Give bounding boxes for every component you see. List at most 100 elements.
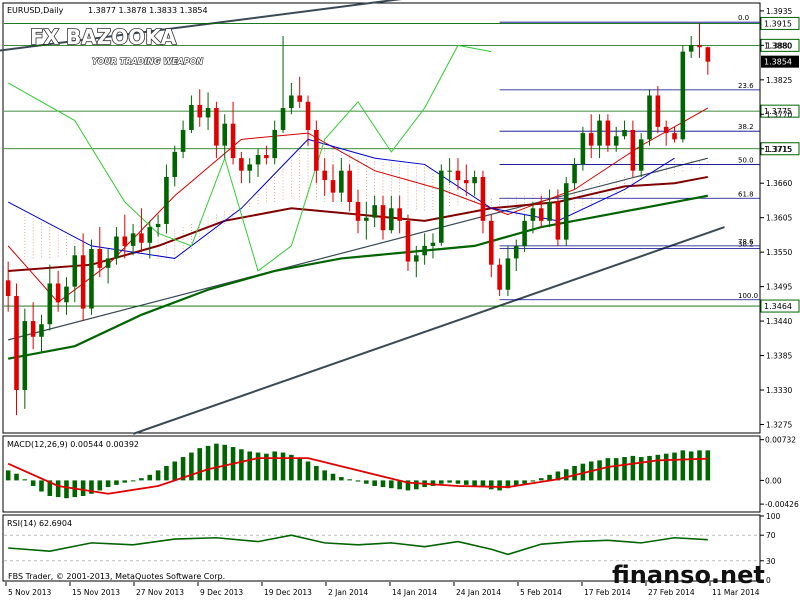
candle-body: [339, 170, 344, 193]
candle: [97, 227, 103, 278]
candle: [430, 233, 436, 259]
macd-histogram-bar: [405, 480, 411, 491]
price-tick-label: 1.3660: [766, 179, 792, 188]
candle-body: [214, 108, 219, 146]
macd-histogram-bar: [380, 480, 386, 488]
candle: [405, 214, 411, 271]
x-tick-label: 17 Feb 2014: [584, 588, 631, 597]
level-tag-label: 1.3775: [764, 107, 792, 116]
macd-histogram-bar: [180, 457, 186, 481]
logo-tagline: YOUR TRADING WEAPON: [92, 57, 203, 66]
level-tag-label: 1.3715: [764, 145, 792, 154]
macd-histogram-bar: [414, 480, 419, 490]
candle-body: [455, 170, 461, 181]
candle: [605, 114, 611, 152]
macd-histogram-bar: [197, 448, 203, 481]
ma-slow-line: [7, 194, 709, 360]
candle-body: [355, 202, 361, 221]
candle: [422, 233, 427, 265]
candle-body: [680, 51, 686, 140]
price-tick-label: 1.3825: [766, 76, 792, 85]
macd-histogram-bar: [638, 457, 644, 481]
candle-body: [397, 208, 402, 221]
x-tick-label: 2 Jan 2014: [328, 588, 368, 597]
candle-body: [289, 95, 294, 109]
macd-histogram-bar: [622, 457, 627, 481]
macd-histogram-bar: [522, 480, 527, 484]
tenkan-line: [7, 138, 675, 259]
ohlc-label: 1.3877 1.3878 1.3833 1.3854: [88, 6, 208, 15]
macd-histogram-bar: [555, 471, 561, 481]
candle: [147, 220, 153, 259]
current-price-label: 1.3854: [764, 58, 792, 67]
candle-body: [97, 249, 103, 268]
candle-body: [588, 133, 594, 146]
candle-body: [14, 296, 19, 391]
candle: [155, 214, 161, 237]
macd-histogram-bar: [172, 461, 178, 481]
candle-body: [155, 223, 161, 228]
macd-histogram-bar: [547, 474, 552, 481]
level-tag: [760, 299, 800, 313]
macd-histogram-bar: [214, 443, 219, 481]
macd-histogram-bar: [688, 451, 694, 481]
macd-panel: MACD(12,26,9) 0.00544 0.00392 0.00732 0.0…: [2, 435, 799, 513]
macd-histogram-bar: [155, 470, 161, 481]
fib-level-label: 50.0: [738, 156, 754, 164]
candle: [264, 145, 269, 165]
candle-body: [663, 126, 669, 134]
candle-body: [538, 208, 544, 221]
macd-title: MACD(12,26,9) 0.00544 0.00392: [7, 440, 139, 449]
candle: [339, 158, 344, 203]
macd-histogram-bar: [55, 480, 61, 498]
candle-body: [605, 120, 611, 146]
candle: [647, 89, 652, 146]
x-tick-label: 5 Nov 2013: [8, 588, 51, 597]
level-tag-label: 1.3464: [764, 302, 792, 311]
fib-level-label: 100.0: [738, 292, 758, 300]
macd-histogram-bar: [647, 455, 652, 481]
price-tick-label: 1.3715: [766, 145, 792, 154]
candle: [555, 189, 561, 246]
macd-tick-label: -0.00426: [765, 500, 799, 509]
price-tick-label: 1.3550: [766, 248, 792, 257]
candle-body: [522, 220, 527, 246]
candle-body: [280, 108, 286, 130]
macd-panel-frame: [2, 435, 761, 513]
rsi-tick-label: 0: [766, 576, 771, 585]
candle-body: [180, 129, 186, 152]
candle-body: [422, 245, 427, 256]
macd-histogram-bar: [5, 470, 11, 481]
price-tick-label: 1.3770: [766, 110, 792, 119]
chikou-line: [7, 44, 492, 272]
candle-body: [630, 129, 636, 171]
candle-body: [697, 45, 702, 48]
candle-body: [172, 151, 178, 177]
candle: [705, 46, 711, 75]
candle: [455, 158, 461, 190]
candle-body: [64, 286, 69, 303]
candle: [389, 195, 394, 234]
price-tick-label: 1.3385: [766, 352, 792, 361]
candle-body: [638, 139, 644, 171]
macd-signal-line: [7, 457, 708, 495]
price-tick-label: 1.3330: [766, 386, 792, 395]
x-tick-label: 27 Feb 2014: [648, 588, 695, 597]
macd-histogram-bar: [663, 453, 669, 481]
candle-body: [372, 205, 377, 218]
candle: [414, 245, 419, 278]
candle-body: [272, 129, 277, 159]
macd-histogram-bar: [147, 474, 153, 481]
macd-histogram-bar: [472, 480, 477, 486]
candle: [697, 23, 702, 58]
candle-body: [613, 136, 619, 146]
candle: [139, 208, 144, 253]
channel-lower-line: [132, 226, 725, 435]
x-tick-label: 27 Nov 2013: [136, 588, 184, 597]
macd-histogram-bar: [330, 473, 336, 481]
candle: [214, 101, 219, 159]
candle-body: [463, 180, 469, 184]
candle: [255, 148, 261, 177]
macd-histogram-bar: [130, 480, 136, 482]
price-tick-label: 1.3605: [766, 214, 792, 223]
